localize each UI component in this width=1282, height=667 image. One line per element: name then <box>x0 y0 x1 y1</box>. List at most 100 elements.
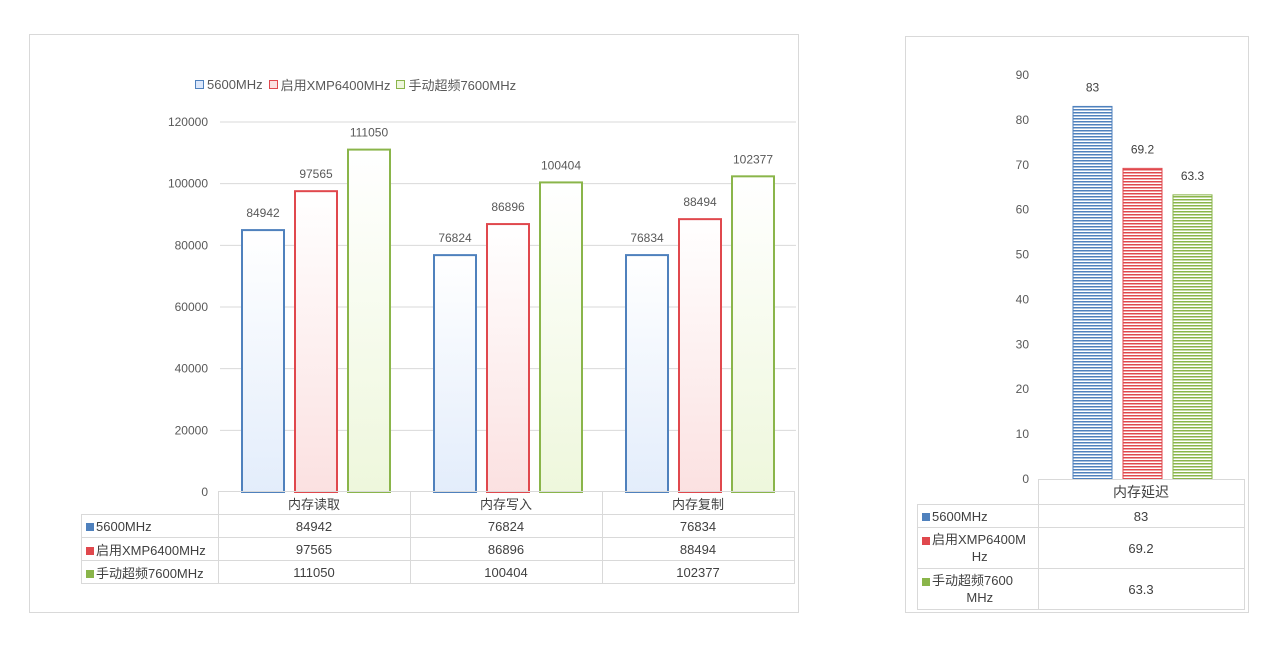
y-tick-label: 120000 <box>168 115 208 129</box>
y-tick-label: 10 <box>1016 427 1030 441</box>
row-label-oc7600: 手动超频7600 <box>932 573 1013 588</box>
y-tick-label: 20000 <box>175 423 209 437</box>
y-tick-label: 70 <box>1016 158 1030 172</box>
y-tick-label: 90 <box>1016 68 1030 82</box>
legend-swatch-xmp6400 <box>268 80 278 89</box>
legend-key-oc7600 <box>86 570 94 579</box>
data-table-cell: 97565 <box>217 537 411 561</box>
data-table-row-label: 5600MHz <box>81 514 219 538</box>
data-label: 100404 <box>541 158 581 172</box>
data-table-cell: 84942 <box>217 514 411 538</box>
y-tick-label: 80000 <box>175 238 209 252</box>
y-tick-label: 40 <box>1016 292 1030 306</box>
data-table-cell: 69.2 <box>1037 527 1245 569</box>
data-table-cell: 102377 <box>601 560 795 584</box>
data-table-row: 手动超频7600 MHz 63.3 <box>917 568 1245 610</box>
legend-item-oc7600: 手动超频7600MHz <box>396 75 516 94</box>
data-table-row: 启用XMP6400M Hz 69.2 <box>917 527 1245 569</box>
bar <box>486 223 530 493</box>
bar <box>1122 167 1163 480</box>
data-table-header-row: 内存延迟 <box>917 479 1245 505</box>
row-label-xmp6400-cont: Hz <box>971 549 988 564</box>
data-label: 83 <box>1086 80 1100 94</box>
data-table-row-label: 启用XMP6400M Hz <box>917 527 1039 569</box>
data-label: 97565 <box>299 167 333 181</box>
y-tick-label: 0 <box>1022 472 1029 486</box>
y-tick-label: 40000 <box>175 362 209 376</box>
data-table-row: 5600MHz 83 <box>917 504 1245 528</box>
row-label-5600: 5600MHz <box>96 518 152 534</box>
row-label-xmp6400: 启用XMP6400MHz <box>96 542 206 558</box>
row-label-oc7600-cont: MHz <box>966 590 994 605</box>
data-table-cell: 86896 <box>409 537 603 561</box>
data-label: 69.2 <box>1131 142 1155 156</box>
y-tick-label: 80 <box>1016 113 1030 127</box>
bar <box>539 181 583 494</box>
y-tick-label: 60 <box>1016 203 1030 217</box>
legend-item-5600: 5600MHz <box>195 75 263 94</box>
data-label: 76824 <box>438 231 472 245</box>
row-label-5600: 5600MHz <box>932 508 988 524</box>
legend-item-xmp6400: 启用XMP6400MHz <box>268 75 391 94</box>
bar <box>625 254 669 493</box>
data-table-header-latency: 内存延迟 <box>1037 479 1245 505</box>
data-table-cell: 100404 <box>409 560 603 584</box>
throughput-chart-panel: 5600MHz 启用XMP6400MHz 手动超频7600MHz 0 20000 4… <box>29 34 799 613</box>
data-table-row: 手动超频7600MHz 111050 100404 102377 <box>81 560 795 584</box>
y-tick-label: 60000 <box>175 300 209 314</box>
data-table-row-label: 启用XMP6400MHz <box>81 537 219 561</box>
data-table-row: 启用XMP6400MHz 97565 86896 88494 <box>81 537 795 561</box>
data-label: 63.3 <box>1181 169 1205 183</box>
data-table-cell: 76834 <box>601 514 795 538</box>
legend-key-oc7600 <box>922 577 930 586</box>
data-label: 84942 <box>246 206 280 220</box>
data-table-corner <box>917 479 1039 505</box>
row-label-xmp6400: 启用XMP6400M <box>932 532 1026 547</box>
bar <box>241 229 285 494</box>
legend-key-5600 <box>86 523 94 532</box>
row-label-oc7600: 手动超频7600MHz <box>96 565 204 581</box>
legend-key-xmp6400 <box>922 536 930 545</box>
y-tick-label: 20 <box>1016 382 1030 396</box>
bar <box>433 254 477 493</box>
data-label: 88494 <box>683 195 717 209</box>
bar <box>294 190 338 493</box>
latency-data-table: 内存延迟 5600MHz 83 启用XMP6400M Hz 69.2 手动超频76… <box>917 479 1245 610</box>
chart-legend: 5600MHz 启用XMP6400MHz 手动超频7600MHz <box>195 75 516 94</box>
data-table-cell: 111050 <box>217 560 411 584</box>
throughput-data-table: 内存读取 内存写入 内存复制 5600MHz 84942 76824 76834… <box>81 491 795 584</box>
legend-label-oc7600: 手动超频7600MHz <box>408 78 517 93</box>
data-table-cell: 76824 <box>409 514 603 538</box>
data-label: 111050 <box>350 126 389 140</box>
data-table-header-row: 内存读取 内存写入 内存复制 <box>81 491 795 515</box>
data-table-cell: 63.3 <box>1037 568 1245 610</box>
data-table-cell: 88494 <box>601 537 795 561</box>
data-label: 86896 <box>491 200 525 214</box>
data-table-corner <box>81 491 219 515</box>
data-label: 102377 <box>733 152 773 166</box>
latency-plot-area: 0 10 20 30 40 50 60 70 80 90 83 69.2 63.3 <box>1016 68 1213 486</box>
legend-label-5600: 5600MHz <box>207 77 263 92</box>
data-table-header-copy: 内存复制 <box>601 491 795 515</box>
throughput-plot-area: 0200004000060000800001000001200008494297… <box>168 115 796 499</box>
y-tick-label: 100000 <box>168 177 208 191</box>
bar <box>678 218 722 493</box>
legend-swatch-5600 <box>195 80 204 89</box>
bar <box>347 148 391 494</box>
legend-label-xmp6400: 启用XMP6400MHz <box>280 78 391 93</box>
data-table-header-write: 内存写入 <box>409 491 603 515</box>
data-table-header-read: 内存读取 <box>217 491 411 515</box>
y-tick-label: 50 <box>1016 248 1030 262</box>
legend-key-xmp6400 <box>86 547 94 556</box>
data-table-row-label: 5600MHz <box>917 504 1039 528</box>
latency-chart-panel: 0 10 20 30 40 50 60 70 80 90 83 69.2 63.3 内存延迟 5600M… <box>905 36 1249 613</box>
data-table-cell: 83 <box>1037 504 1245 528</box>
bar <box>1172 194 1213 480</box>
data-table-row-label: 手动超频7600 MHz <box>917 568 1039 610</box>
legend-key-5600 <box>922 513 930 522</box>
legend-swatch-oc7600 <box>396 80 406 89</box>
y-tick-label: 30 <box>1016 337 1030 351</box>
bar <box>731 175 775 493</box>
bar <box>1072 105 1113 480</box>
data-table-row-label: 手动超频7600MHz <box>81 560 219 584</box>
